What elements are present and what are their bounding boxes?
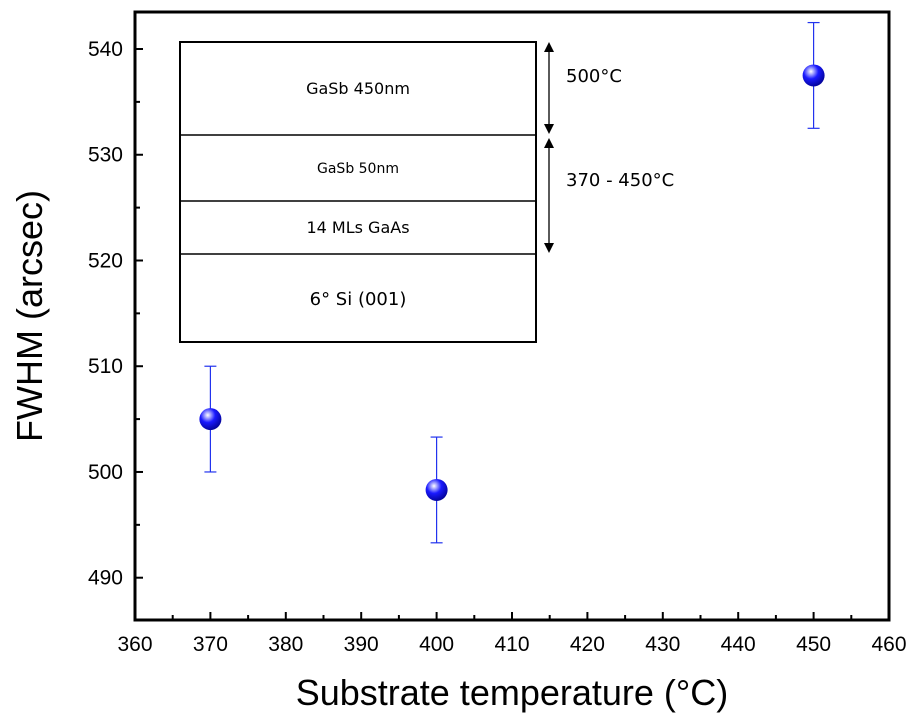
annotation-370-450c: 370 - 450°C: [566, 170, 674, 191]
double-arrow-icon: [544, 138, 554, 253]
data-marker: [425, 478, 448, 501]
x-tick-label: 390: [344, 633, 379, 656]
y-tick-label: 500: [88, 461, 123, 484]
inset-box: [179, 41, 537, 343]
x-tick-label: 450: [796, 633, 831, 656]
double-arrow-icon: [544, 42, 554, 134]
x-tick-label: 370: [193, 633, 228, 656]
y-axis-tick-labels: 490 500 510 520 530 540: [88, 38, 123, 590]
x-tick-label: 410: [494, 633, 529, 656]
x-tick-label: 400: [419, 633, 454, 656]
y-tick-label: 520: [88, 249, 123, 272]
data-point: [802, 21, 825, 129]
data-marker: [199, 408, 222, 431]
y-axis-title: FWHM (arcsec): [9, 190, 50, 442]
x-tick-label: 440: [721, 633, 756, 656]
x-axis-ticks: [134, 612, 890, 620]
x-tick-label: 460: [871, 633, 906, 656]
x-tick-label: 380: [268, 633, 303, 656]
x-tick-label: 430: [645, 633, 680, 656]
data-points: [199, 21, 825, 544]
y-tick-label: 490: [88, 567, 123, 590]
data-point: [199, 365, 222, 473]
y-tick-label: 530: [88, 144, 123, 167]
annotation-500c: 500°C: [566, 66, 622, 87]
y-axis-ticks: [135, 48, 143, 579]
layer-label-si-substrate: 6° Si (001): [310, 289, 407, 310]
data-point: [425, 436, 448, 544]
layer-label-gaas: 14 MLs GaAs: [306, 218, 409, 237]
x-tick-label: 360: [117, 633, 152, 656]
layer-label-gasb-50nm: GaSb 50nm: [317, 161, 399, 177]
data-marker: [802, 64, 825, 87]
layer-label-gasb-450nm: GaSb 450nm: [306, 79, 410, 98]
inset-layer-stack: GaSb 450nm GaSb 50nm 14 MLs GaAs 6° Si (…: [179, 41, 674, 343]
x-axis-tick-labels: 360 370 380 390 400 410 420 430 440 450 460: [117, 633, 906, 656]
x-tick-label: 420: [570, 633, 605, 656]
y-tick-label: 510: [88, 355, 123, 378]
x-axis-title: Substrate temperature (°C): [296, 672, 729, 713]
y-tick-label: 540: [88, 38, 123, 61]
